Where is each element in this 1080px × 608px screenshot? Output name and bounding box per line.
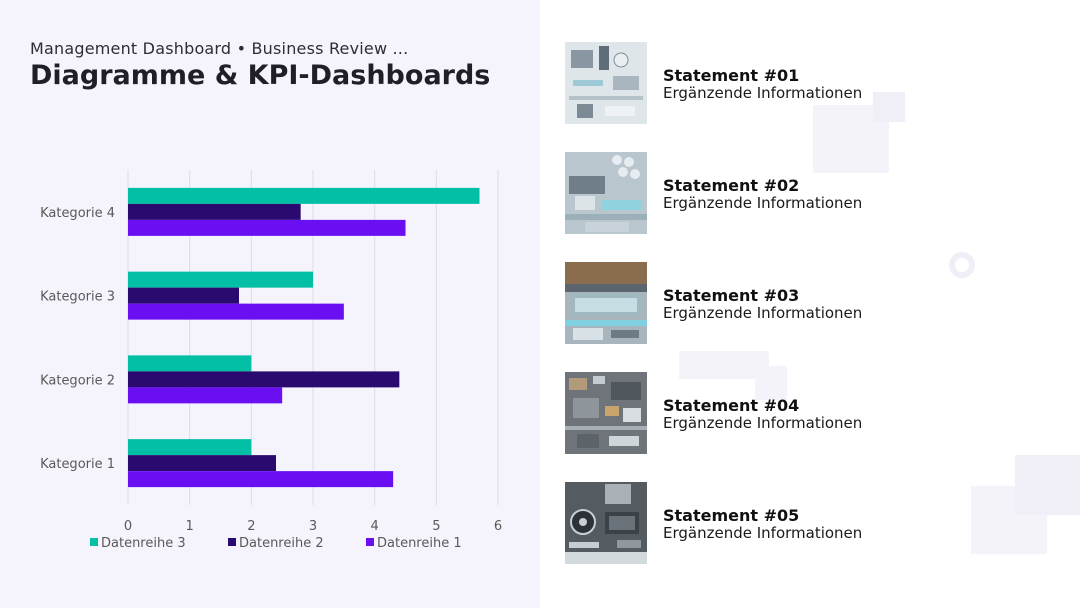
circuit-board-image xyxy=(565,262,647,344)
x-tick-label: 3 xyxy=(309,519,317,534)
bar xyxy=(128,439,252,456)
category-label: Kategorie 1 xyxy=(40,457,115,472)
bar xyxy=(128,471,394,488)
x-tick-label: 1 xyxy=(186,519,194,534)
category-label: Kategorie 4 xyxy=(40,206,115,221)
decorative-square xyxy=(1015,455,1080,515)
legend-swatch xyxy=(90,538,98,546)
x-tick-label: 2 xyxy=(247,519,255,534)
x-tick-label: 4 xyxy=(371,519,379,534)
bar xyxy=(128,355,252,372)
legend-swatch xyxy=(366,538,374,546)
category-label: Kategorie 3 xyxy=(40,290,115,305)
decorative-ring xyxy=(949,252,975,278)
statement-title: Statement #05 xyxy=(663,506,800,525)
chart-panel: Management Dashboard • Business Review .… xyxy=(0,0,540,608)
x-tick-label: 6 xyxy=(494,519,502,534)
circuit-board-image xyxy=(565,482,647,564)
bar xyxy=(128,203,301,220)
bar xyxy=(128,187,480,204)
statement-item: Statement #05 Ergänzende Informationen xyxy=(565,482,1045,566)
legend-swatch xyxy=(228,538,236,546)
circuit-board-image xyxy=(565,42,647,124)
statement-item: Statement #04 Ergänzende Informationen xyxy=(565,372,1045,456)
statement-info: Ergänzende Informationen xyxy=(663,414,863,432)
statement-item: Statement #03 Ergänzende Informationen xyxy=(565,262,1045,346)
x-tick-label: 0 xyxy=(124,519,132,534)
statement-info: Ergänzende Informationen xyxy=(663,524,863,542)
bar xyxy=(128,371,400,388)
page-subtitle: Management Dashboard • Business Review .… xyxy=(30,39,409,58)
statement-info: Ergänzende Informationen xyxy=(663,304,863,322)
circuit-board-image xyxy=(565,152,647,234)
legend-label: Datenreihe 3 xyxy=(101,536,186,551)
x-tick-label: 5 xyxy=(432,519,440,534)
statement-title: Statement #02 xyxy=(663,176,800,195)
statement-item: Statement #02 Ergänzende Informationen xyxy=(565,152,1045,236)
bar xyxy=(128,219,406,236)
statement-item: Statement #01 Ergänzende Informationen xyxy=(565,42,1045,126)
bar xyxy=(128,303,344,320)
category-label: Kategorie 2 xyxy=(40,373,115,388)
decorative-square xyxy=(755,366,787,400)
circuit-board-image xyxy=(565,372,647,454)
bar xyxy=(128,271,313,288)
statement-info: Ergänzende Informationen xyxy=(663,84,863,102)
bar-chart: 0 1 2 3 4 5 6 Kategorie 1 Kategorie 2 Kategorie 3… xyxy=(40,170,502,551)
legend-label: Datenreihe 2 xyxy=(239,536,324,551)
page-title: Diagramme & KPI-Dashboards xyxy=(30,60,491,91)
statement-title: Statement #01 xyxy=(663,66,800,85)
decorative-square xyxy=(873,92,905,122)
statement-title: Statement #03 xyxy=(663,286,800,305)
bar xyxy=(128,455,276,472)
statements-panel xyxy=(540,0,1080,608)
statement-info: Ergänzende Informationen xyxy=(663,194,863,212)
statement-title: Statement #04 xyxy=(663,396,800,415)
legend-label: Datenreihe 1 xyxy=(377,536,462,551)
bar xyxy=(128,287,239,304)
bar xyxy=(128,387,283,404)
decorative-square xyxy=(679,351,769,379)
